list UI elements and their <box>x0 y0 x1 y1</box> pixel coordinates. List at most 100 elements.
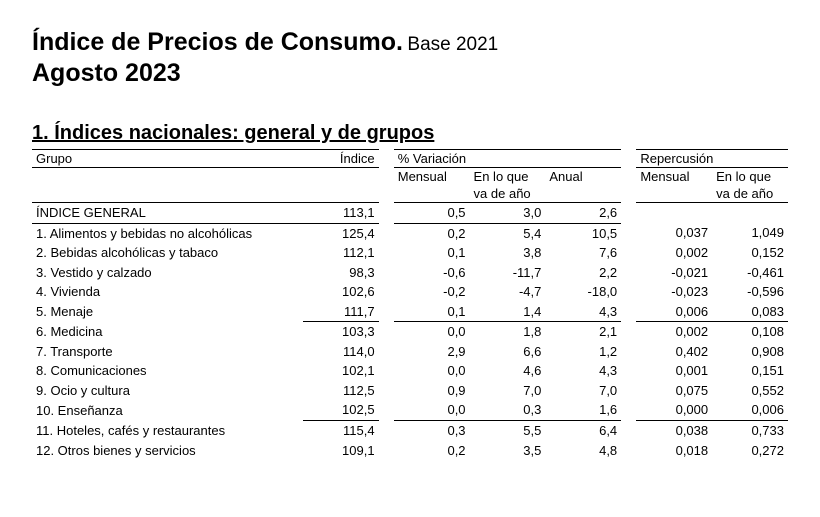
cell-var-anual: -18,0 <box>545 282 621 302</box>
cell-label: 5. Menaje <box>32 302 303 322</box>
cell-var-ytd: 4,6 <box>470 361 546 381</box>
cell-var-ytd: 1,8 <box>470 322 546 342</box>
cell-rep-mensual: 0,018 <box>636 441 712 461</box>
cell-rep-mensual: 0,000 <box>636 400 712 420</box>
cell-rep-mensual: -0,023 <box>636 282 712 302</box>
cell-var-anual: 7,0 <box>545 381 621 401</box>
doc-title-main: Índice de Precios de Consumo. <box>32 28 403 56</box>
cell-var-anual: 10,5 <box>545 223 621 243</box>
cell-var-anual: 2,1 <box>545 322 621 342</box>
cell-var-mensual: -0,2 <box>394 282 470 302</box>
cell-var-mensual: 0,5 <box>394 203 470 224</box>
cell-label: 2. Bebidas alcohólicas y tabaco <box>32 243 303 263</box>
col-rep-mensual: Mensual <box>636 168 712 186</box>
cell-var-mensual: 0,0 <box>394 400 470 420</box>
cell-label: 12. Otros bienes y servicios <box>32 441 303 461</box>
cell-rep-mensual: 0,038 <box>636 421 712 441</box>
cell-indice: 114,0 <box>303 342 379 362</box>
cell-var-ytd: 6,6 <box>470 342 546 362</box>
cell-label: 3. Vestido y calzado <box>32 263 303 283</box>
cell-rep-ytd: -0,461 <box>712 263 788 283</box>
cell-var-anual: 2,2 <box>545 263 621 283</box>
cell-indice: 102,1 <box>303 361 379 381</box>
cell-var-anual: 6,4 <box>545 421 621 441</box>
col-var-ytd-2: va de año <box>470 185 546 203</box>
cell-var-ytd: -4,7 <box>470 282 546 302</box>
cell-rep-ytd: 0,151 <box>712 361 788 381</box>
cell-label: ÍNDICE GENERAL <box>32 203 303 224</box>
cell-label: 4. Vivienda <box>32 282 303 302</box>
cell-var-ytd: 3,5 <box>470 441 546 461</box>
cell-var-anual: 1,6 <box>545 400 621 420</box>
cell-var-mensual: 0,1 <box>394 302 470 322</box>
cell-rep-ytd <box>712 203 788 224</box>
table-row: 12. Otros bienes y servicios109,10,23,54… <box>32 441 788 461</box>
table-row: 3. Vestido y calzado98,3 -0,6-11,72,2 -0,0… <box>32 263 788 283</box>
cell-var-anual: 4,8 <box>545 441 621 461</box>
table-row: 5. Menaje111,70,11,44,30,0060,083 <box>32 302 788 322</box>
cell-var-mensual: 0,1 <box>394 243 470 263</box>
cell-indice: 125,4 <box>303 223 379 243</box>
cell-var-anual: 4,3 <box>545 302 621 322</box>
cell-rep-ytd: 0,272 <box>712 441 788 461</box>
table-row: 7. Transporte114,02,96,61,20,4020,908 <box>32 342 788 362</box>
cell-indice: 111,7 <box>303 302 379 322</box>
cell-rep-mensual: 0,037 <box>636 223 712 243</box>
col-indice: Índice <box>303 150 379 168</box>
cell-rep-ytd: 1,049 <box>712 223 788 243</box>
cell-var-anual: 2,6 <box>545 203 621 224</box>
row-general: ÍNDICE GENERAL 113,1 0,5 3,0 2,6 <box>32 203 788 224</box>
cell-indice: 98,3 <box>303 263 379 283</box>
cell-indice: 112,5 <box>303 381 379 401</box>
table-row: 1. Alimentos y bebidas no alcohólicas125… <box>32 223 788 243</box>
cell-var-ytd: -11,7 <box>470 263 546 283</box>
cell-rep-ytd: 0,552 <box>712 381 788 401</box>
cell-rep-ytd: 0,006 <box>712 400 788 420</box>
cell-indice: 102,5 <box>303 400 379 420</box>
cell-rep-ytd: -0,596 <box>712 282 788 302</box>
cell-var-anual: 4,3 <box>545 361 621 381</box>
cell-var-ytd: 3,0 <box>470 203 546 224</box>
col-variacion: % Variación <box>394 150 621 168</box>
table-row: 8. Comunicaciones102,10,04,64,30,0010,15… <box>32 361 788 381</box>
cell-rep-mensual: 0,075 <box>636 381 712 401</box>
cell-rep-mensual: 0,002 <box>636 322 712 342</box>
cell-var-mensual: -0,6 <box>394 263 470 283</box>
cell-rep-mensual: -0,021 <box>636 263 712 283</box>
cell-var-mensual: 0,0 <box>394 361 470 381</box>
cell-var-mensual: 2,9 <box>394 342 470 362</box>
cell-label: 1. Alimentos y bebidas no alcohólicas <box>32 223 303 243</box>
header-row-2: Mensual En lo que Anual Mensual En lo qu… <box>32 168 788 186</box>
cell-rep-ytd: 0,108 <box>712 322 788 342</box>
cell-indice: 115,4 <box>303 421 379 441</box>
cell-var-mensual: 0,2 <box>394 441 470 461</box>
cell-label: 10. Enseñanza <box>32 400 303 420</box>
cell-indice: 112,1 <box>303 243 379 263</box>
cell-rep-mensual: 0,001 <box>636 361 712 381</box>
cell-label: 7. Transporte <box>32 342 303 362</box>
header-row-1: Grupo Índice % Variación Repercusión <box>32 150 788 168</box>
cell-var-ytd: 0,3 <box>470 400 546 420</box>
col-var-ytd-1: En lo que <box>470 168 546 186</box>
col-var-anual: Anual <box>545 168 621 186</box>
table-row: 11. Hoteles, cafés y restaurantes115,4 0,… <box>32 421 788 441</box>
cell-label: 6. Medicina <box>32 322 303 342</box>
cell-label: 11. Hoteles, cafés y restaurantes <box>32 421 303 441</box>
header-row-3: va de año va de año <box>32 185 788 203</box>
doc-title-month: Agosto 2023 <box>32 59 788 88</box>
cell-indice: 102,6 <box>303 282 379 302</box>
doc-title-line: Índice de Precios de Consumo. Base 2021 <box>32 28 788 57</box>
table-row: 4. Vivienda102,6 -0,2-4,7-18,0 -0,023-0,59… <box>32 282 788 302</box>
cell-var-ytd: 1,4 <box>470 302 546 322</box>
cell-rep-mensual: 0,002 <box>636 243 712 263</box>
cell-var-mensual: 0,9 <box>394 381 470 401</box>
cell-rep-mensual: 0,006 <box>636 302 712 322</box>
cell-var-ytd: 5,4 <box>470 223 546 243</box>
ipc-table: Grupo Índice % Variación Repercusión Men… <box>32 149 788 460</box>
col-grupo: Grupo <box>32 150 303 168</box>
cell-rep-ytd: 0,908 <box>712 342 788 362</box>
table-row: 6. Medicina103,30,01,82,10,0020,108 <box>32 322 788 342</box>
doc-title-base: Base 2021 <box>407 34 498 55</box>
cell-rep-mensual <box>636 203 712 224</box>
table-row: 10. Enseñanza102,5 0,00,31,6 0,0000,006 <box>32 400 788 420</box>
